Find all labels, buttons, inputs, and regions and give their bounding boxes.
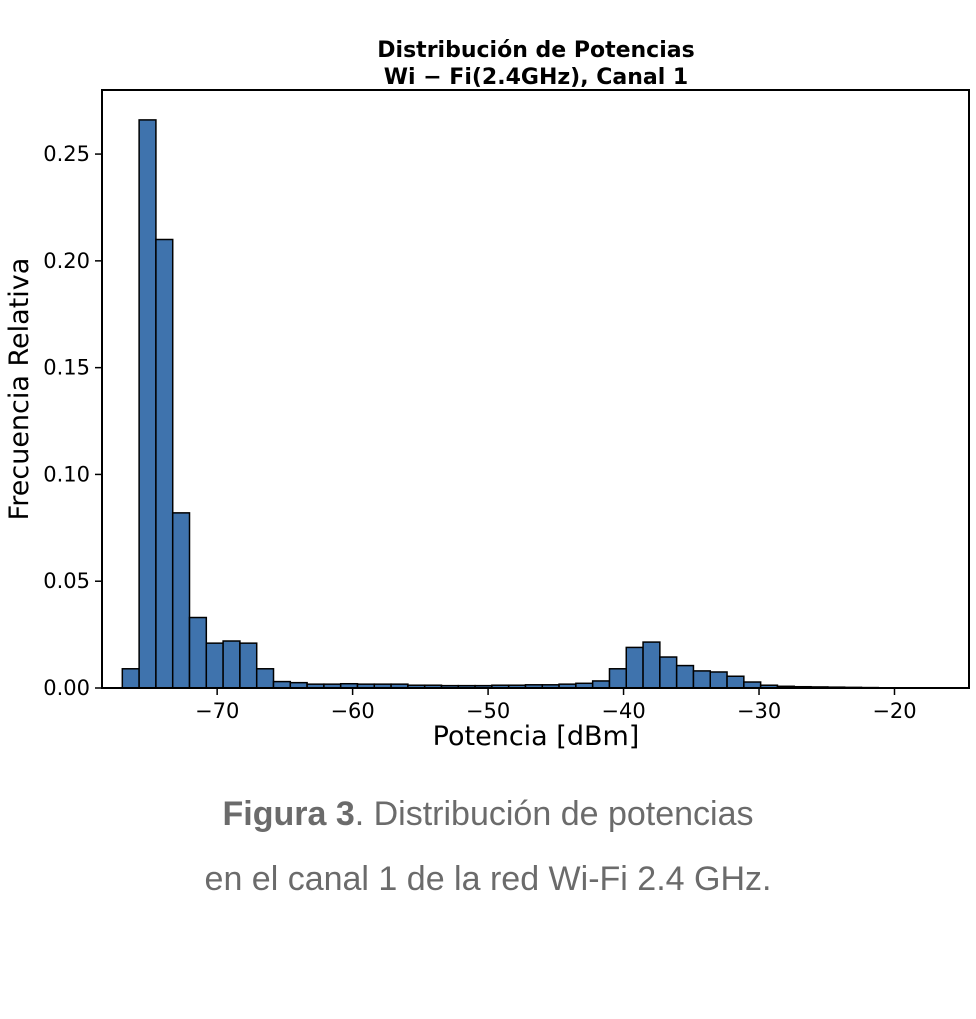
histogram-bar <box>171 512 191 689</box>
histogram-bar <box>709 671 728 689</box>
histogram-bar <box>138 119 157 689</box>
histogram-bar <box>625 646 644 689</box>
x-tick-label: −70 <box>195 699 239 723</box>
histogram-bar <box>608 668 628 689</box>
y-axis-ticks: 0.00 0.05 0.10 0.15 0.20 0.25 <box>43 142 102 700</box>
y-tick-label: 0.00 <box>43 676 90 700</box>
x-tick-label: −60 <box>330 699 374 723</box>
histogram-bar <box>675 664 695 689</box>
histogram-bars <box>121 119 963 689</box>
figure-caption-line1: Figura 3. Distribución de potencias <box>0 795 976 834</box>
y-tick-label: 0.10 <box>43 462 90 486</box>
figure-caption-label: Figura 3 <box>222 795 355 833</box>
x-tick-label: −40 <box>601 699 645 723</box>
y-axis-label: Frecuencia Relativa <box>4 258 35 521</box>
histogram-bar <box>205 642 224 689</box>
chart-title-line1: Distribución de Potencias <box>377 38 694 63</box>
histogram-bar <box>255 668 275 689</box>
histogram-figure: Distribución de Potencias Wi − Fi(2.4GHz… <box>4 38 970 752</box>
histogram-bar <box>155 238 174 689</box>
plot-frame <box>101 89 970 689</box>
x-axis-ticks: −70 −60 −50 −40 −30 −20 <box>195 688 917 723</box>
y-tick-label: 0.25 <box>43 142 90 166</box>
figure-caption-line2: en el canal 1 de la red Wi-Fi 2.4 GHz. <box>204 860 772 898</box>
histogram-bar <box>726 675 745 689</box>
y-tick-label: 0.15 <box>43 356 90 380</box>
histogram-bar <box>222 640 241 689</box>
y-tick-label: 0.20 <box>43 249 90 273</box>
figure-caption-text: . Distribución de potencias <box>354 795 754 833</box>
histogram-bar <box>188 616 208 689</box>
histogram-bar <box>121 668 140 689</box>
x-tick-label: −30 <box>737 699 781 723</box>
histogram-bar <box>692 670 712 689</box>
y-tick-label: 0.05 <box>43 569 90 593</box>
histogram-bar <box>239 642 258 689</box>
x-tick-label: −20 <box>872 699 916 723</box>
histogram-bar <box>591 680 611 689</box>
x-axis-label: Potencia [dBm] <box>433 721 640 752</box>
histogram-bar <box>642 641 661 689</box>
chart-title-line2: Wi − Fi(2.4GHz), Canal 1 <box>384 65 689 90</box>
histogram-bar <box>659 656 678 689</box>
x-tick-label: −50 <box>466 699 510 723</box>
